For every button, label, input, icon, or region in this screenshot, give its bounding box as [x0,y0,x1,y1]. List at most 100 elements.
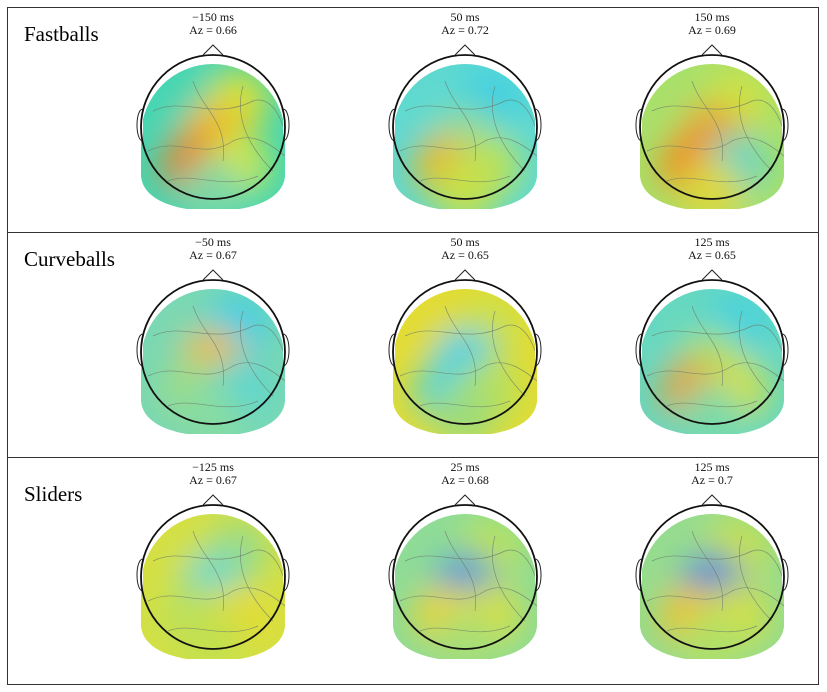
contour-line [491,535,526,622]
contour-line [152,549,284,577]
map-az-label: Az = 0.65 [441,248,489,262]
row-panel-curveballs: Curveballs −50 ms Az = 0.67 50 ms Az = 0… [7,232,819,458]
map-az-label: Az = 0.72 [441,23,489,37]
nose-outline [202,494,224,506]
contour-line [404,324,536,352]
contour-line [691,530,723,612]
map-az-label: Az = 0.69 [688,23,736,37]
contour-line [491,310,526,397]
row-title: Curveballs [24,247,115,271]
activation-region [433,609,497,659]
map-time-label: 50 ms [450,235,480,249]
scalp-topomap [136,494,290,659]
scalp-topomap [635,269,789,434]
topomap-panel: 50 ms Az = 0.65 [385,236,545,434]
scalp-topomap [136,44,290,209]
activation-region [433,159,497,209]
contour-line [239,310,274,397]
contour-line [192,80,224,162]
contour-line [444,305,476,387]
map-az-label: Az = 0.68 [441,473,489,487]
contour-line [444,80,476,162]
head-outline [639,279,785,425]
nose-outline [202,269,224,281]
map-time-label: −150 ms [192,10,234,24]
map-time-label: 125 ms [694,460,730,474]
contour-line [404,549,536,577]
nose-outline [454,494,476,506]
head-outline [140,279,286,425]
contour-line [666,175,758,183]
map-time-label: 125 ms [694,235,730,249]
contour-line [167,400,259,408]
contour-line [738,85,773,172]
contour-line [239,535,274,622]
contour-line [651,99,783,127]
nose-outline [701,494,723,506]
topomap-panel: 125 ms Az = 0.7 [632,461,792,659]
contour-line [239,85,274,172]
map-time-label: 150 ms [694,10,730,24]
nose-outline [202,44,224,56]
scalp-topomap [388,44,542,209]
contour-line [444,530,476,612]
row-title: Sliders [24,482,83,506]
map-time-label: 50 ms [450,10,480,24]
head-outline [140,54,286,200]
head-outline [392,279,538,425]
scalp-topomap [388,269,542,434]
contour-line [651,324,783,352]
scalp-topomap [136,269,290,434]
nose-outline [701,44,723,56]
head-outline [639,504,785,650]
contour-line [192,305,224,387]
contour-line [167,175,259,183]
topomap-panel: 125 ms Az = 0.65 [632,236,792,434]
activation-region [680,159,744,209]
contour-line [646,362,784,382]
topomap-panel: −125 ms Az = 0.67 [133,461,293,659]
map-az-label: Az = 0.67 [189,248,237,262]
contour-line [147,137,285,157]
contour-line [646,587,784,607]
contour-line [419,625,511,633]
nose-outline [454,269,476,281]
map-az-label: Az = 0.7 [691,473,733,487]
map-az-label: Az = 0.66 [189,23,237,37]
contour-line [666,400,758,408]
contour-line [147,362,285,382]
map-time-label: 25 ms [450,460,480,474]
activation-region [680,384,744,434]
contour-line [419,400,511,408]
head-outline [140,504,286,650]
map-time-label: −125 ms [192,460,234,474]
contour-line [738,535,773,622]
contour-line [152,99,284,127]
contour-line [666,625,758,633]
head-outline [639,54,785,200]
topomap-panel: 150 ms Az = 0.69 [632,11,792,209]
head-outline [392,504,538,650]
contour-line [491,85,526,172]
contour-line [147,587,285,607]
contour-line [646,137,784,157]
scalp-topomap [635,494,789,659]
contour-line [192,530,224,612]
topomap-panel: −50 ms Az = 0.67 [133,236,293,434]
contour-line [399,587,537,607]
contour-line [738,310,773,397]
map-time-label: −50 ms [195,235,231,249]
scalp-topomap [635,44,789,209]
nose-outline [454,44,476,56]
activation-region [433,384,497,434]
contour-line [651,549,783,577]
activation-region [181,159,245,209]
row-panel-sliders: Sliders −125 ms Az = 0.67 25 ms Az = 0.6… [7,457,819,685]
topomap-panel: 50 ms Az = 0.72 [385,11,545,209]
contour-line [404,99,536,127]
contour-line [399,137,537,157]
activation-region [181,609,245,659]
row-title: Fastballs [24,22,99,46]
row-panel-fastballs: Fastballs −150 ms Az = 0.66 50 ms Az = 0… [7,7,819,233]
activation-region [680,609,744,659]
